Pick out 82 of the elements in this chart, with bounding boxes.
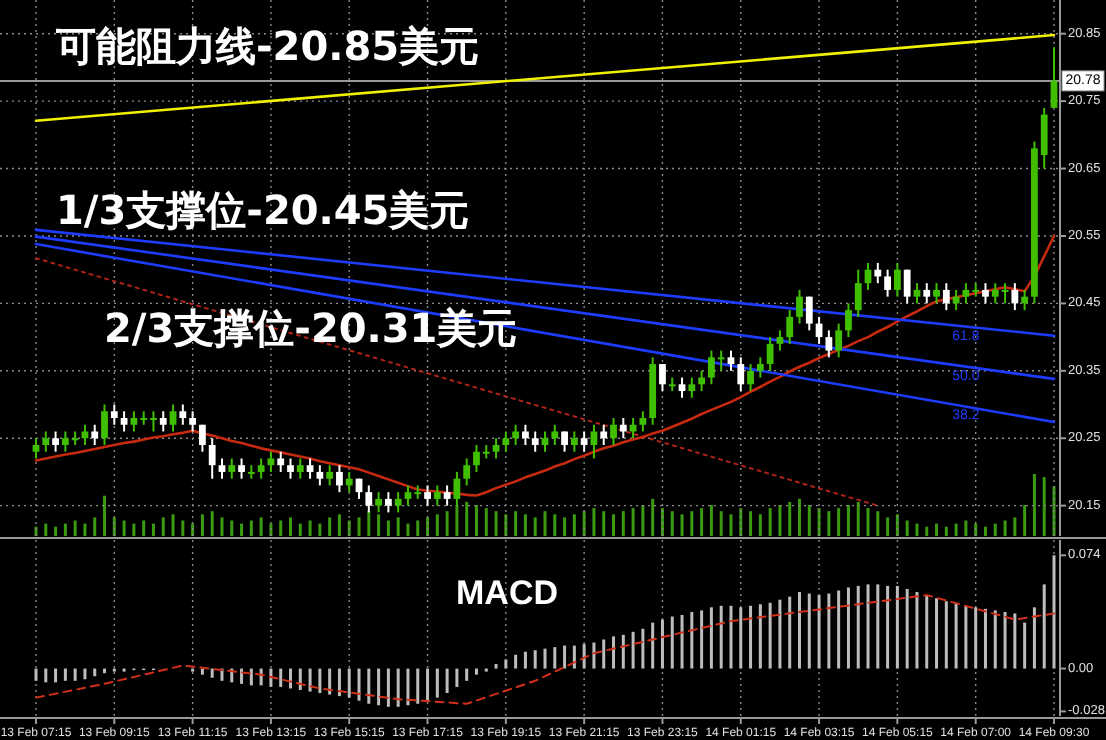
candlestick: [561, 430, 568, 453]
candlestick: [287, 457, 294, 480]
candlestick: [189, 410, 197, 433]
candlestick: [737, 356, 745, 393]
candlestick: [923, 282, 931, 305]
candlestick: [394, 491, 402, 514]
candlestick: [159, 410, 167, 433]
candlestick: [316, 464, 324, 487]
line-series: [34, 234, 1056, 497]
candlestick: [786, 309, 794, 345]
candlestick: [874, 261, 882, 285]
candlestick: [81, 423, 89, 446]
candlestick: [42, 430, 50, 453]
candlestick: [942, 282, 950, 312]
candlestick: [531, 430, 539, 453]
candlestick: [639, 410, 647, 433]
candlestick: [854, 268, 862, 318]
candlestick: [756, 356, 764, 379]
candlestick: [600, 423, 608, 446]
candlestick: [101, 403, 108, 446]
candlestick: [903, 268, 911, 305]
candlestick: [913, 282, 921, 305]
candlestick: [952, 288, 960, 312]
candlestick: [179, 403, 187, 426]
candlestick: [522, 423, 529, 446]
candlestick: [845, 302, 852, 339]
candlestick: [443, 484, 451, 507]
candlestick: [257, 457, 265, 480]
candlestick: [267, 450, 275, 473]
candlestick: [619, 417, 627, 440]
annotation: 可能阻力线-20.85美元: [54, 22, 480, 70]
candlestick: [766, 336, 774, 372]
candlestick: [551, 423, 559, 446]
candlestick: [678, 376, 686, 399]
candlestick: [747, 363, 754, 393]
candlestick: [512, 423, 520, 446]
candlestick: [610, 417, 617, 446]
candlestick: [884, 268, 891, 298]
candlestick: [659, 363, 666, 393]
candlestick: [805, 295, 813, 332]
candlestick: [433, 484, 441, 507]
candlestick: [277, 450, 285, 473]
candlestick: [32, 437, 40, 460]
candlestick: [688, 376, 696, 399]
candlestick: [238, 457, 245, 480]
candlestick: [52, 430, 59, 453]
candlestick: [424, 484, 431, 507]
candlestick: [541, 430, 549, 453]
candlestick: [91, 423, 99, 446]
candlestick: [982, 282, 989, 305]
candlestick: [590, 423, 598, 460]
candlestick: [580, 430, 588, 453]
candlestick: [169, 403, 177, 433]
annotation: 1/3支撑位-20.45美元: [56, 186, 470, 234]
candlestick: [120, 410, 128, 433]
candlestick: [306, 457, 314, 480]
candlestick: [228, 457, 236, 480]
candlestick: [1011, 282, 1019, 312]
candlestick: [208, 437, 216, 480]
candlestick: [296, 457, 304, 480]
candlestick: [835, 322, 843, 359]
text: MACD: [456, 574, 558, 612]
candlestick: [375, 491, 382, 514]
candlestick: [336, 464, 343, 494]
candlestick: [463, 457, 471, 487]
candlestick: [727, 349, 735, 372]
candlestick: [502, 430, 510, 453]
candlestick: [326, 464, 334, 487]
candlestick: [825, 329, 833, 359]
candlestick: [345, 470, 353, 494]
candlestick: [1021, 288, 1029, 312]
candlestick: [492, 437, 500, 460]
candlestick: [776, 329, 784, 352]
candlestick: [110, 403, 118, 426]
candlestick: [933, 282, 940, 305]
candlestick: [796, 288, 803, 325]
candlestick: [199, 423, 206, 453]
candlestick: [218, 457, 226, 480]
candlestick: [570, 430, 578, 453]
candlestick: [384, 491, 392, 514]
candlestick: [893, 261, 901, 298]
candlestick: [698, 369, 706, 393]
